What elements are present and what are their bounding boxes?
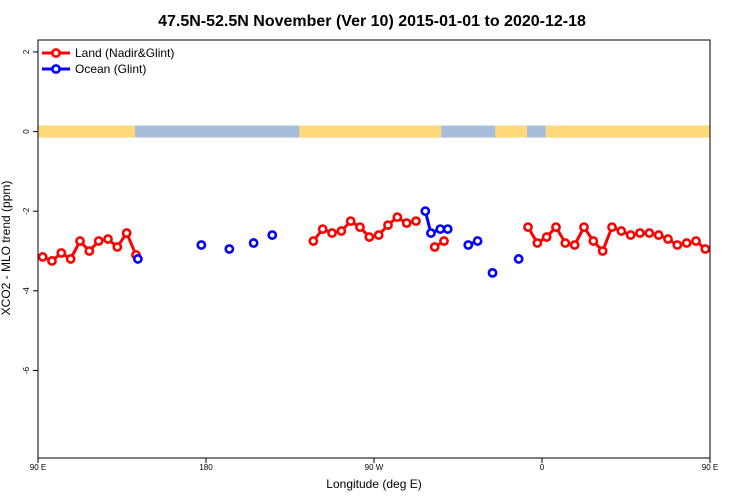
data-point xyxy=(435,224,446,234)
x-tick-label: 90 W xyxy=(365,463,384,472)
data-point xyxy=(663,234,673,244)
data-point xyxy=(336,226,347,236)
data-point xyxy=(112,242,123,252)
x-tick-label: 0 xyxy=(540,463,545,472)
series-layer xyxy=(37,206,711,278)
legend-item-land: Land (Nadir&Glint) xyxy=(42,46,174,60)
data-point xyxy=(616,226,627,236)
y-tick-label: -6 xyxy=(22,366,31,374)
data-point xyxy=(472,236,483,246)
data-point xyxy=(672,240,683,250)
data-point xyxy=(355,222,365,233)
data-point xyxy=(700,244,711,254)
data-point xyxy=(560,238,571,248)
data-point xyxy=(551,222,561,233)
data-point xyxy=(47,256,57,266)
data-point xyxy=(308,236,319,246)
data-point xyxy=(93,236,104,246)
data-point xyxy=(597,246,608,256)
series-ocean xyxy=(132,206,524,278)
x-axis: 90 E 180 90 W 0 90 E xyxy=(30,458,718,472)
data-point xyxy=(364,232,375,242)
legend-label: Land (Nadir&Glint) xyxy=(75,46,174,60)
data-point xyxy=(653,230,664,240)
y-axis: 2 0 -2 -4 -6 xyxy=(22,49,38,374)
data-point xyxy=(442,224,453,234)
data-point xyxy=(75,236,85,246)
data-point xyxy=(56,248,67,258)
data-point xyxy=(196,240,207,250)
data-point xyxy=(579,222,589,233)
data-point xyxy=(607,222,617,233)
y-tick-label: -4 xyxy=(22,287,31,295)
data-point xyxy=(463,240,474,250)
land-band xyxy=(299,125,442,138)
data-point xyxy=(644,228,655,238)
data-point xyxy=(37,252,48,262)
data-point xyxy=(248,238,259,248)
chart-title: 47.5N-52.5N November (Ver 10) 2015-01-01… xyxy=(158,13,586,30)
legend-marker xyxy=(51,64,61,74)
data-point xyxy=(327,228,337,238)
land-band xyxy=(38,125,136,138)
x-axis-label: Longitude (deg E) xyxy=(326,477,421,491)
data-point xyxy=(373,230,384,240)
plot-frame xyxy=(37,39,711,459)
data-point xyxy=(429,242,440,252)
data-point xyxy=(121,228,132,238)
data-point xyxy=(420,206,431,217)
x-tick-label: 180 xyxy=(199,463,213,472)
y-tick-label: 2 xyxy=(22,49,31,54)
data-point xyxy=(267,230,278,240)
data-point xyxy=(523,222,533,233)
land-ocean-strip xyxy=(38,125,710,138)
land-band xyxy=(495,125,528,138)
data-point xyxy=(103,234,113,244)
legend-marker xyxy=(51,48,61,58)
data-point xyxy=(411,216,421,227)
data-point xyxy=(401,218,412,229)
x-tick-label: 90 E xyxy=(30,463,46,472)
y-tick-label: 0 xyxy=(22,129,31,134)
data-point xyxy=(345,216,356,227)
series-land xyxy=(37,212,711,266)
x-tick-label: 90 E xyxy=(702,463,718,472)
data-point xyxy=(569,240,580,250)
data-point xyxy=(132,254,143,264)
legend-item-ocean: Ocean (Glint) xyxy=(42,62,146,76)
data-point xyxy=(588,236,599,246)
legend-label: Ocean (Glint) xyxy=(75,62,146,76)
data-point xyxy=(635,228,645,238)
data-point xyxy=(691,236,701,246)
data-point xyxy=(541,232,552,242)
data-point xyxy=(426,228,436,238)
data-point xyxy=(392,212,403,223)
data-point xyxy=(487,267,498,278)
data-point xyxy=(383,220,393,231)
y-axis-label: XCO2 - MLO trend (ppm) xyxy=(0,181,13,316)
data-point xyxy=(681,238,692,248)
data-point xyxy=(224,244,235,254)
data-point xyxy=(439,236,449,246)
data-point xyxy=(532,238,543,248)
legend: Land (Nadir&Glint) Ocean (Glint) xyxy=(42,46,174,76)
data-point xyxy=(84,246,95,256)
data-point xyxy=(65,254,76,264)
data-point xyxy=(513,254,524,264)
data-point xyxy=(317,224,328,234)
y-tick-label: -2 xyxy=(22,207,31,215)
land-band xyxy=(545,125,710,138)
data-point xyxy=(625,230,636,240)
